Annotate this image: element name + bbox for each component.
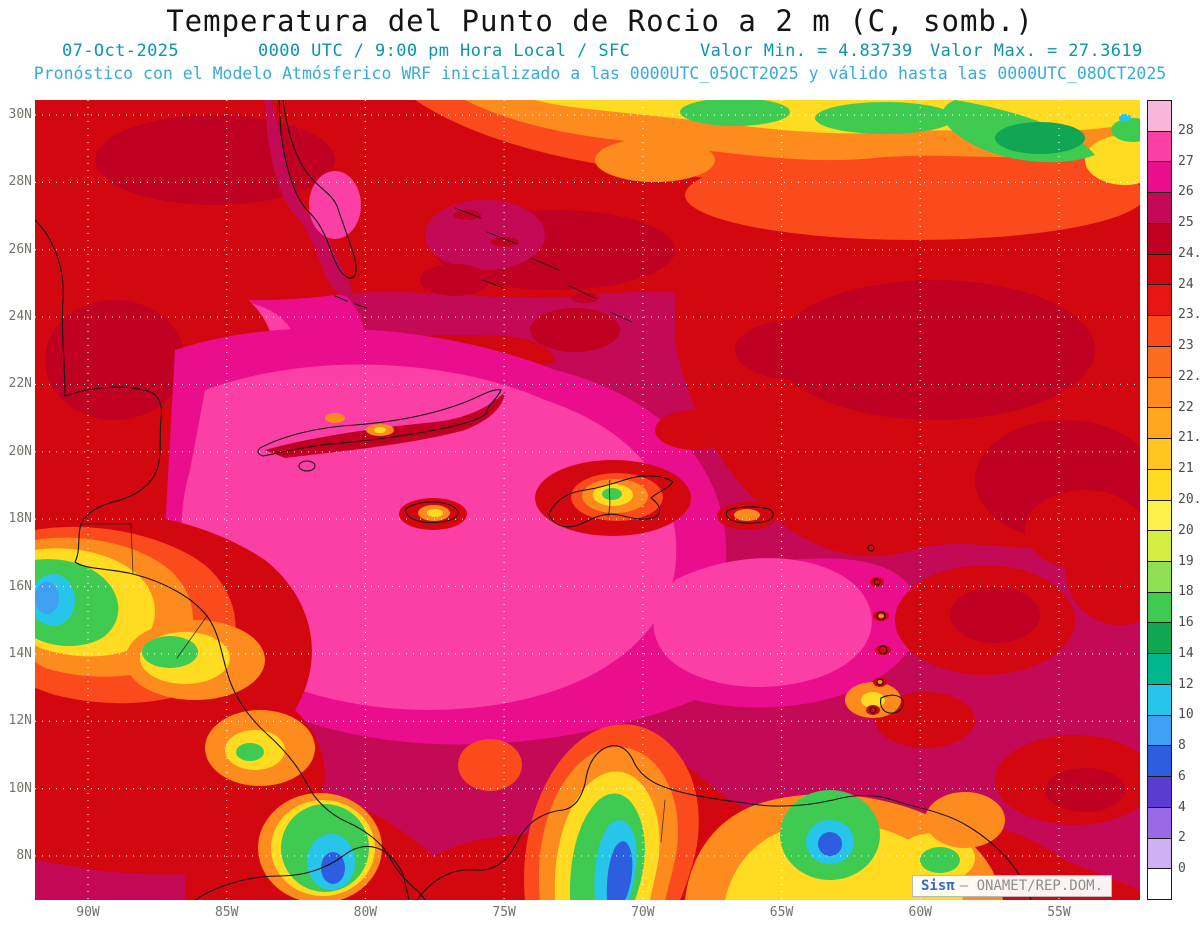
valid-time: 0000 UTC / 9:00 pm Hora Local / SFC <box>258 41 631 61</box>
colorbar-tick-label: 21 <box>1178 461 1194 477</box>
colorbar-segment <box>1148 776 1171 807</box>
colorbar-segment <box>1148 806 1171 838</box>
colorbar-segment <box>1148 101 1171 131</box>
colorbar-tick-label: 23 <box>1178 338 1194 354</box>
lat-tick-label: 8N <box>16 847 32 863</box>
colorbar-segment <box>1148 192 1171 223</box>
colorbar-tick-label: 16 <box>1178 615 1194 631</box>
lon-tick-label: 75W <box>492 905 516 920</box>
colorbar-segment <box>1148 468 1171 500</box>
colorbar-tick-label: 24.5 <box>1178 245 1200 261</box>
colorbar-segment <box>1148 315 1171 346</box>
colorbar-segment <box>1148 407 1171 439</box>
colorbar-tick-label: 24 <box>1178 276 1194 292</box>
colorbar-segment <box>1148 622 1171 654</box>
lat-tick-label: 14N <box>8 645 32 661</box>
lat-tick-label: 16N <box>8 578 32 594</box>
colorbar-tick-label: 22.5 <box>1178 368 1200 384</box>
gridlines <box>35 100 1140 900</box>
colorbar-tick-label: 23.5 <box>1178 307 1200 323</box>
colorbar-tick-label: 2 <box>1178 830 1186 846</box>
colorbar-segment <box>1148 253 1171 285</box>
colorbar-segment <box>1148 222 1171 254</box>
lon-tick-label: 60W <box>908 905 932 920</box>
watermark-brand: Sisπ <box>921 878 955 894</box>
lat-tick-label: 30N <box>8 107 32 122</box>
lon-tick-label: 80W <box>353 905 378 920</box>
lon-tick-label: 85W <box>214 905 239 920</box>
coastlines <box>35 100 1032 900</box>
dewpoint-field <box>35 100 1140 900</box>
lat-tick-label: 22N <box>8 376 32 392</box>
colorbar-segment <box>1148 591 1171 623</box>
watermark-org: – ONAMET/REP.DOM. <box>959 878 1104 894</box>
valid-date: 07-Oct-2025 <box>62 41 179 61</box>
colorbar-segment <box>1148 714 1171 746</box>
colorbar-segment <box>1148 438 1171 469</box>
colorbar-segment <box>1148 837 1171 869</box>
lat-tick-label: 12N <box>8 713 32 729</box>
forecast-map-canvas <box>35 100 1140 900</box>
colorbar-segment <box>1148 745 1171 777</box>
colorbar-segment <box>1148 161 1171 193</box>
colorbar-tick-label: 22 <box>1178 399 1194 415</box>
watermark: Sisπ – ONAMET/REP.DOM. <box>912 875 1113 897</box>
colorbar-segment <box>1148 499 1171 531</box>
lon-tick-label: 90W <box>76 905 100 920</box>
colorbar-segment <box>1148 130 1171 162</box>
page-title: Temperatura del Punto de Rocio a 2 m (C,… <box>166 4 1034 38</box>
lat-tick-label: 18N <box>8 511 32 527</box>
colorbar-tick-label: 10 <box>1178 707 1194 723</box>
colorbar-segment <box>1148 683 1171 715</box>
colorbar-tick-label: 21.5 <box>1178 430 1200 446</box>
lon-tick-label: 65W <box>769 905 794 920</box>
colorbar-segment <box>1148 530 1171 562</box>
colorbar-tick-label: 26 <box>1178 184 1194 200</box>
colorbar-tick-label: 18 <box>1178 584 1194 600</box>
lat-tick-label: 24N <box>8 309 32 325</box>
colorbar-segment <box>1148 284 1171 316</box>
colorbar-tick-label: 20.5 <box>1178 492 1200 507</box>
colorbar-tick-label: 20 <box>1178 522 1194 538</box>
colorbar-segment <box>1148 868 1171 900</box>
colorbar-tick-label: 28 <box>1178 122 1194 138</box>
colorbar-tick-label: 0 <box>1178 861 1186 877</box>
min-value-label: Valor Min. = 4.83739 <box>700 41 913 61</box>
colorbar-tick-label: 19 <box>1178 553 1194 569</box>
colorbar-tick-label: 14 <box>1178 645 1194 661</box>
colorbar-tick-label: 4 <box>1178 799 1186 815</box>
colorbar-tick-label: 12 <box>1178 676 1194 692</box>
colorbar-segment <box>1148 376 1171 408</box>
max-value-label: Valor Max. = 27.3619 <box>930 41 1143 61</box>
colorbar-segment <box>1148 345 1171 377</box>
lat-tick-label: 26N <box>8 241 32 257</box>
colorbar-segment <box>1148 653 1171 684</box>
lat-tick-label: 28N <box>8 174 32 190</box>
colorbar-tick-label: 8 <box>1178 738 1186 754</box>
colorbar-tick-label: 6 <box>1178 768 1186 784</box>
lat-tick-label: 20N <box>8 443 32 459</box>
colorbar <box>1147 100 1172 900</box>
colorbar-tick-label: 27 <box>1178 153 1194 169</box>
lon-tick-label: 55W <box>1047 905 1071 920</box>
lon-tick-label: 70W <box>631 905 655 920</box>
model-forecast-line: Pronóstico con el Modelo Atmósferico WRF… <box>33 64 1167 83</box>
lat-tick-label: 10N <box>8 780 32 796</box>
plot-area <box>35 100 1140 900</box>
colorbar-segment <box>1148 561 1171 592</box>
colorbar-tick-label: 25 <box>1178 215 1194 231</box>
